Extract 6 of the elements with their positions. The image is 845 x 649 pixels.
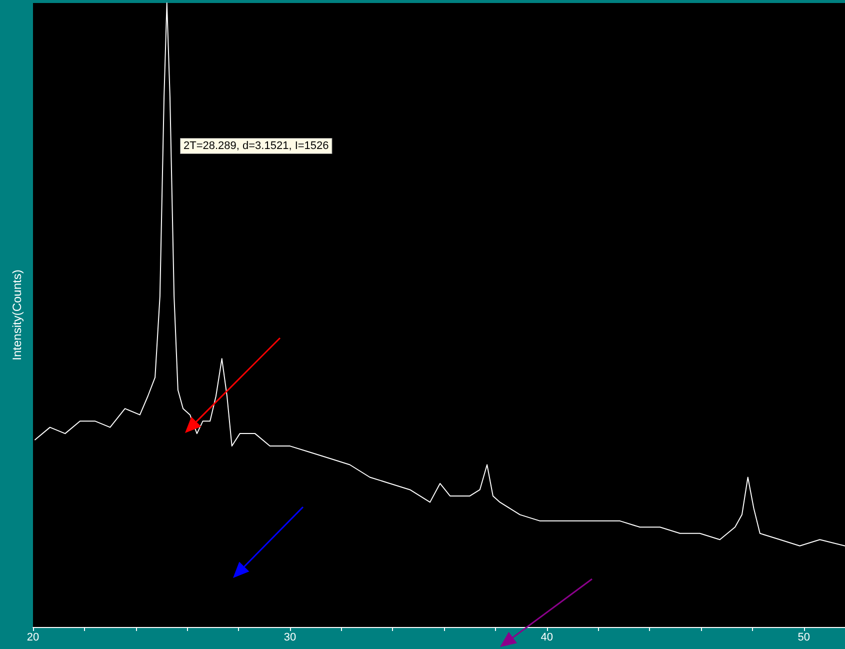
x-tick-label: 30 <box>284 632 296 644</box>
y-axis-title: Intensity(Counts) <box>10 270 24 360</box>
x-tick-label: 50 <box>798 632 810 644</box>
x-tick-label: 20 <box>26 632 40 644</box>
x-tick-label: 40 <box>540 632 554 644</box>
annotation: 2T=28.289, d=3.1521, I=1526 <box>184 140 329 152</box>
